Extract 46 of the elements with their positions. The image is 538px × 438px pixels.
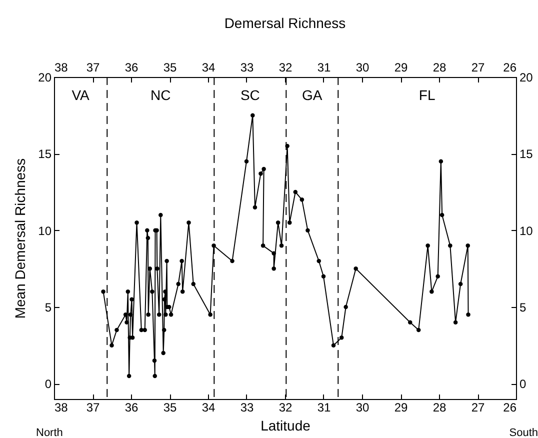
annotation: GA (302, 87, 323, 103)
y2-tick-label: 5 (520, 300, 526, 314)
x2-tick-label: 27 (471, 60, 485, 74)
x-tick-label: 27 (471, 400, 485, 414)
x2-tick-label: 35 (163, 60, 177, 74)
annotation: NC (150, 87, 171, 103)
x-tick-label: 33 (240, 400, 254, 414)
x2-tick-label: 28 (432, 60, 446, 74)
y2-tick-label: 15 (520, 147, 534, 162)
x-axis-title: Latitude (260, 418, 311, 434)
text: South (509, 427, 538, 438)
x2-tick-label: 30 (356, 60, 370, 74)
y-tick-label: 10 (38, 224, 52, 238)
y2-tick-label: 0 (520, 377, 526, 392)
x2-tick-label: 32 (278, 60, 292, 74)
x-tick-label: 32 (278, 400, 292, 414)
y2-tick-label: 10 (520, 224, 534, 238)
x2-tick-label: 31 (317, 60, 331, 74)
x2-tick-label: 33 (240, 60, 254, 74)
y-tick-label: 0 (44, 377, 52, 392)
y2-tick-label: 20 (520, 70, 534, 84)
x2-tick-label: 36 (124, 60, 138, 74)
y-tick-label: 20 (38, 70, 52, 84)
chart-title: Demersal Richness (224, 15, 346, 31)
x2-tick-label: 34 (202, 60, 216, 74)
x-tick-label: 38 (54, 400, 68, 414)
x2-tick-label: 38 (54, 60, 68, 74)
x2-tick-label: 26 (503, 60, 517, 74)
y-tick-label: 5 (44, 300, 52, 314)
y-axis-title: Mean Demersal Richness (12, 158, 28, 319)
x-tick-label: 29 (394, 400, 408, 414)
x-tick-label: 30 (356, 400, 370, 414)
x2-tick-label: 29 (394, 60, 408, 74)
y-tick-label: 15 (38, 147, 52, 162)
x-tick-label: 31 (317, 400, 331, 414)
text: North (36, 427, 63, 438)
x-tick-label: 28 (432, 400, 446, 414)
x-tick-label: 34 (202, 400, 216, 414)
x-tick-label: 26 (503, 400, 517, 414)
annotation: SC (240, 87, 260, 103)
x-tick-label: 36 (124, 400, 138, 414)
x-tick-label: 37 (86, 400, 100, 414)
x2-tick-label: 37 (86, 60, 100, 74)
annotation: FL (418, 87, 436, 103)
annotation: VA (72, 87, 90, 103)
x-tick-label: 35 (163, 400, 177, 414)
